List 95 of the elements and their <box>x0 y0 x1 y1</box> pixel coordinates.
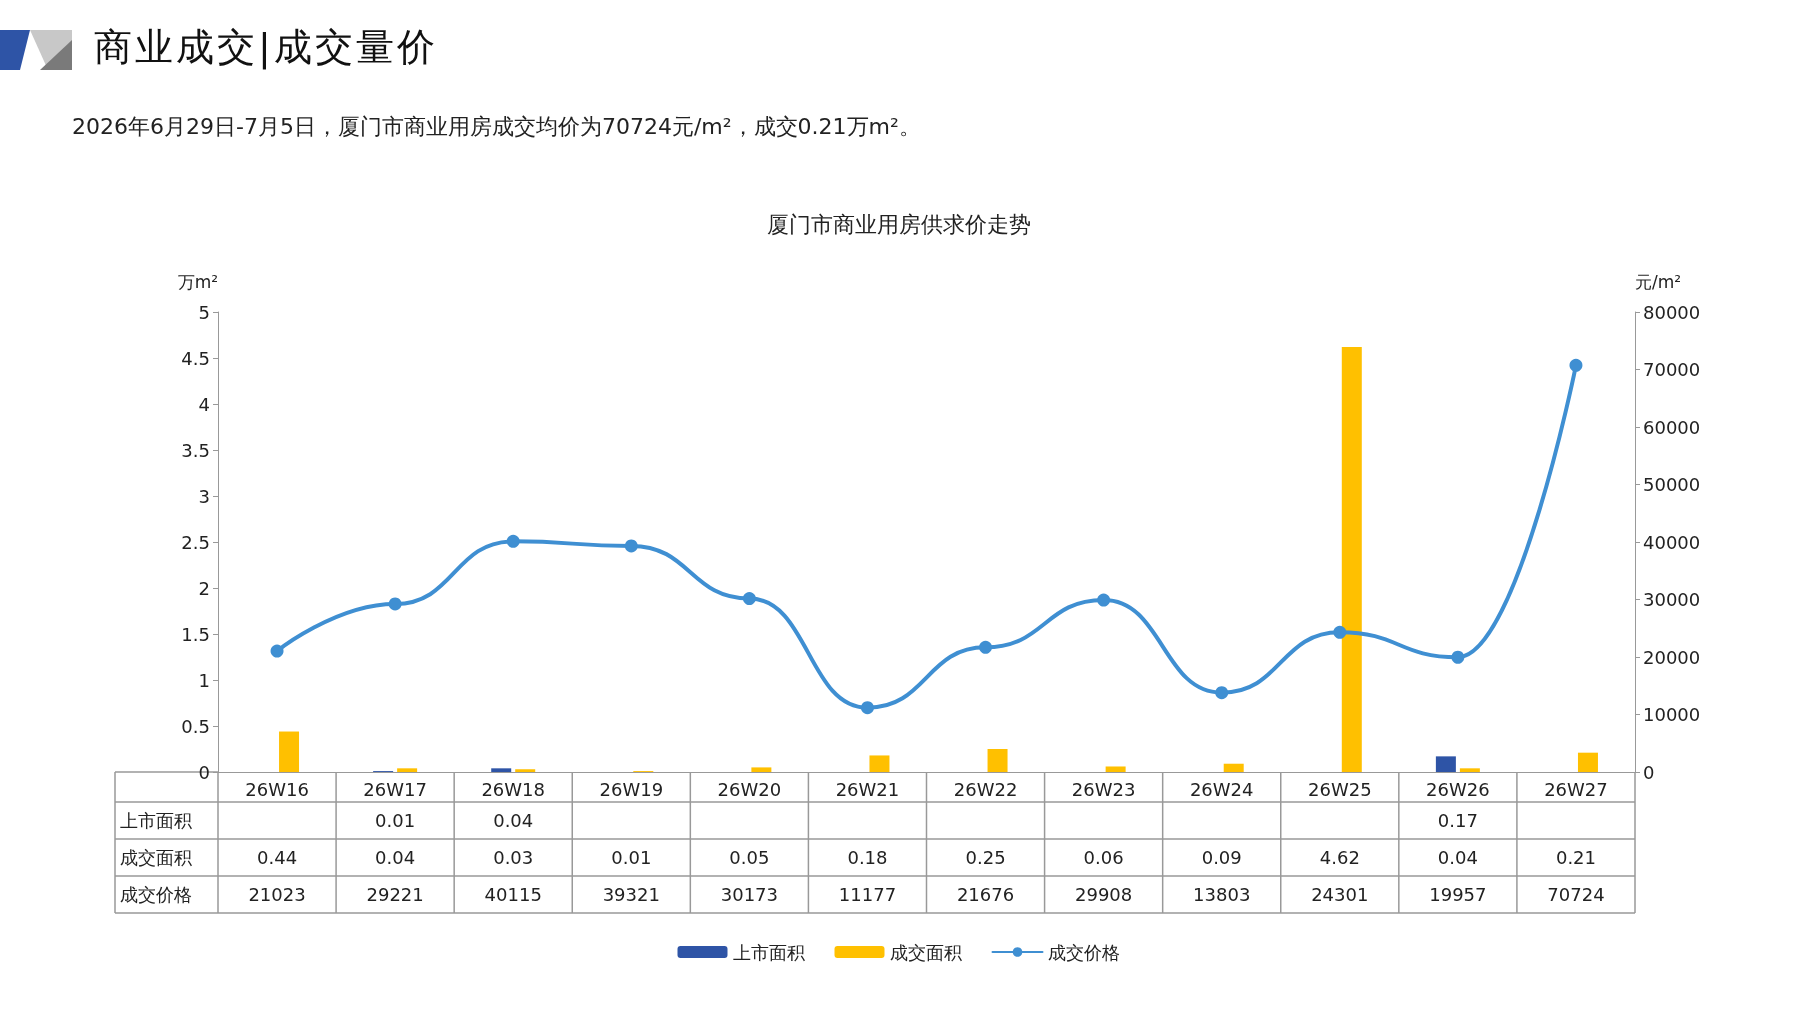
y2-tick-label: 60000 <box>1643 416 1701 438</box>
data-label: 21676 <box>956 884 1015 905</box>
y-tick-label: 2 <box>198 577 210 599</box>
data-label: 24301 <box>1311 884 1369 905</box>
y2-tick-label: 10000 <box>1643 704 1701 725</box>
text: 商业成交|成交量价 <box>94 24 438 72</box>
point <box>1451 650 1465 664</box>
data-label: 19957 <box>1429 884 1487 905</box>
y-axis-title: 万m² <box>177 271 218 292</box>
data-label: 0.06 <box>1083 847 1124 868</box>
y2-tick-label: 40000 <box>1643 531 1701 553</box>
data-label: 0.25 <box>965 847 1006 868</box>
point <box>1215 686 1229 700</box>
y-tick-label: 1.5 <box>181 623 210 645</box>
bar <box>1435 756 1456 772</box>
data-label: 0.01 <box>611 847 652 868</box>
data-label: 21023 <box>248 884 306 905</box>
data-label: 0.04 <box>375 847 416 868</box>
point <box>506 534 520 548</box>
y-tick-label: 2.5 <box>181 531 210 553</box>
data-label: 13803 <box>1193 884 1251 905</box>
y-tick-label: 5 <box>198 301 210 323</box>
bar <box>279 731 300 772</box>
bar <box>515 769 536 772</box>
x-tick-label: 26W20 <box>717 778 782 800</box>
data-label: 39321 <box>602 884 660 905</box>
bar <box>1223 763 1244 772</box>
y-tick-label: 3.5 <box>181 439 210 461</box>
y2-axis-title: 元/m² <box>1635 271 1682 292</box>
data-label: 0.21 <box>1555 847 1596 868</box>
point <box>388 597 402 611</box>
point <box>860 701 874 715</box>
y-tick-label: 3 <box>198 485 210 507</box>
bar <box>987 749 1008 772</box>
x-tick-label: 26W24 <box>1189 778 1254 800</box>
data-label: 0.18 <box>847 847 888 868</box>
point <box>270 644 284 658</box>
x-tick-label: 26W21 <box>835 778 900 800</box>
point <box>624 539 638 553</box>
y-tick-label: 1 <box>198 669 210 691</box>
point <box>1569 358 1583 372</box>
x-tick-label: 26W27 <box>1544 778 1608 800</box>
x-tick-label: 26W25 <box>1307 778 1372 800</box>
data-label: 29908 <box>1074 884 1133 905</box>
bar <box>397 768 418 772</box>
x-tick-label: 26W26 <box>1426 778 1490 800</box>
data-label: 0.04 <box>1437 847 1478 868</box>
bar <box>751 767 772 772</box>
data-label: 11177 <box>838 884 897 905</box>
y2-tick-label: 50000 <box>1643 474 1701 495</box>
data-label: 0.03 <box>493 847 534 868</box>
bar <box>1459 768 1480 772</box>
bar <box>869 755 890 772</box>
point <box>742 592 756 605</box>
bar <box>491 768 512 772</box>
y-tick-label: 0 <box>198 761 210 783</box>
y2-tick-label: 80000 <box>1643 301 1701 323</box>
x-tick-label: 26W17 <box>363 778 427 800</box>
data-label: 30173 <box>720 884 779 905</box>
legend-label: 成交面积 <box>889 941 962 963</box>
y-tick-label: 4.5 <box>181 347 210 369</box>
text: 上市面积 <box>120 810 192 831</box>
y-tick-label: 0.5 <box>181 715 210 737</box>
point <box>979 640 993 654</box>
bar <box>1341 346 1362 772</box>
x-tick-label: 26W22 <box>953 778 1018 800</box>
data-label: 0.17 <box>1437 810 1478 831</box>
data-label: 0.01 <box>375 810 416 831</box>
legend-label: 上市面积 <box>732 941 805 963</box>
bar <box>1105 766 1126 772</box>
x-tick-label: 26W23 <box>1071 778 1136 800</box>
y2-tick-label: 20000 <box>1643 646 1701 668</box>
data-label: 70724 <box>1547 884 1605 905</box>
data-label: 0.04 <box>493 810 534 831</box>
data-label: 0.44 <box>257 847 298 868</box>
legend-label: 成交价格 <box>1047 941 1120 963</box>
y-tick-label: 4 <box>198 393 210 415</box>
point <box>1333 625 1347 639</box>
bar <box>1577 752 1598 772</box>
x-tick-label: 26W19 <box>599 778 664 800</box>
x-tick-label: 26W16 <box>245 778 309 800</box>
data-label: 40115 <box>484 884 542 905</box>
data-label: 29221 <box>366 884 424 905</box>
data-label: 4.62 <box>1319 847 1360 868</box>
y2-tick-label: 30000 <box>1643 589 1701 610</box>
data-label: 0.05 <box>729 847 770 868</box>
chart-title: 厦门市商业用房供求价走势 <box>766 211 1031 237</box>
point <box>1097 593 1111 607</box>
chart-subtitle: 2026年6月29日-7月5日，厦门市商业用房成交均价为70724元/m²，成交0.21万m²。 <box>72 113 921 141</box>
text: 成交面积 <box>120 847 192 868</box>
data-label: 0.09 <box>1201 847 1242 868</box>
text: 成交价格 <box>120 884 192 905</box>
x-tick-label: 26W18 <box>481 778 546 800</box>
y2-tick-label: 0 <box>1643 761 1655 783</box>
y2-tick-label: 70000 <box>1643 359 1701 380</box>
